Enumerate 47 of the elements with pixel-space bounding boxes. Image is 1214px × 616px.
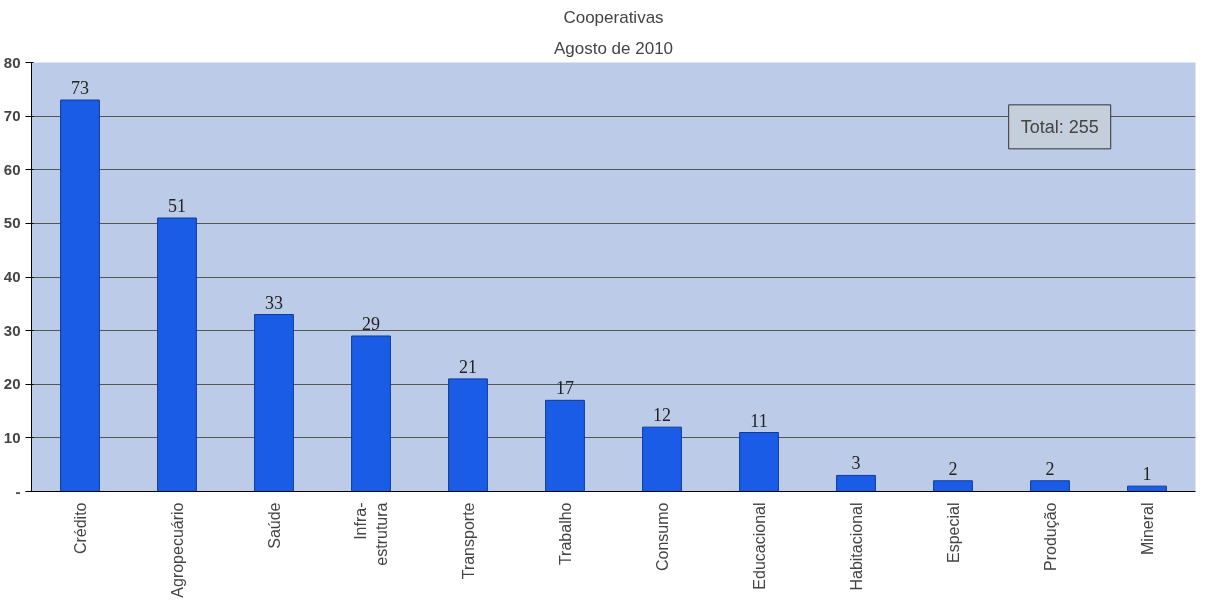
y-tick-label: 40 — [3, 268, 21, 285]
x-tick-label: Trabalho — [556, 502, 574, 566]
chart-title: Cooperativas — [563, 7, 664, 27]
data-label: 29 — [362, 313, 380, 334]
bar — [1127, 485, 1167, 492]
y-tick-label: 10 — [3, 428, 21, 446]
bar — [933, 480, 973, 492]
bar — [448, 378, 488, 492]
data-label: 21 — [459, 356, 477, 377]
annotation: Total: 255 — [1020, 116, 1099, 137]
x-tick-label: Especial — [944, 502, 962, 563]
data-label: 3 — [851, 453, 861, 474]
y-tick-label: 30 — [3, 321, 21, 339]
bar — [836, 474, 876, 492]
x-tick-label: Mineral — [1138, 502, 1156, 555]
y-tick-label: 60 — [3, 160, 21, 178]
data-label: 73 — [71, 78, 89, 99]
x-tick-label: Habitacional — [847, 502, 865, 591]
y-tick-label: 50 — [3, 214, 21, 232]
bar — [254, 314, 294, 492]
x-tick-label: Infra- estrutura — [352, 502, 390, 566]
x-tick-label: Educacional — [750, 502, 768, 590]
data-label: 2 — [1045, 458, 1055, 479]
y-tick-label: 70 — [3, 107, 21, 125]
data-label: 33 — [265, 292, 283, 313]
bar — [1030, 480, 1070, 492]
bar — [545, 399, 585, 492]
bar — [60, 99, 100, 492]
x-tick-label: Crédito — [71, 502, 89, 555]
bar — [739, 432, 779, 492]
data-label: 2 — [948, 458, 958, 479]
data-label: 51 — [168, 196, 186, 217]
data-label: 11 — [750, 410, 768, 431]
x-tick-label: Transporte — [459, 502, 477, 580]
x-tick-label: Saúde — [265, 502, 283, 549]
y-tick-label: - — [15, 482, 21, 500]
x-tick-label: Agropecuário — [168, 502, 186, 598]
bar — [157, 217, 197, 492]
data-label: 1 — [1142, 464, 1152, 485]
bar — [642, 426, 682, 492]
data-label: 12 — [653, 405, 671, 426]
x-tick-label: Produção — [1041, 502, 1059, 571]
y-tick-label: 80 — [3, 53, 21, 71]
chart-subtitle: Agosto de 2010 — [553, 38, 674, 58]
x-tick-label: Consumo — [653, 502, 671, 571]
bar — [351, 335, 391, 492]
y-tick-label: 20 — [3, 375, 21, 393]
